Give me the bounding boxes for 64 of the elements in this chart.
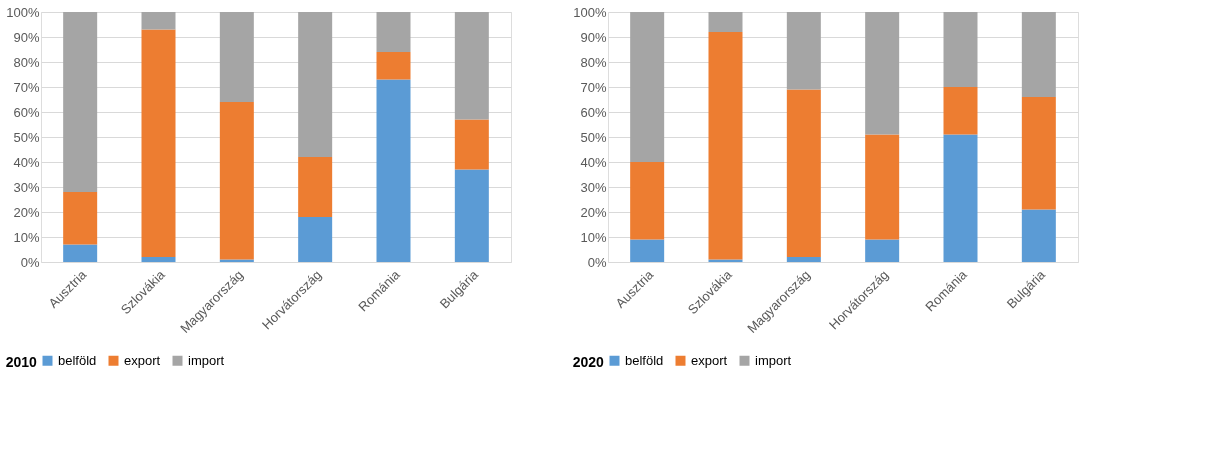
bar (630, 162, 665, 240)
legend-label: belföld (58, 352, 97, 368)
y-tick-label: 30% (580, 179, 607, 195)
y-tick-label: 10% (13, 229, 40, 245)
bar (943, 12, 978, 87)
legend-label: export (124, 352, 161, 368)
y-tick-label: 80% (13, 54, 40, 70)
bar (786, 12, 821, 90)
y-tick-label: 50% (580, 129, 607, 145)
y-tick-label: 60% (13, 104, 40, 120)
bar (63, 244, 98, 262)
bar (943, 134, 978, 262)
bar (298, 12, 333, 157)
bar (630, 12, 665, 162)
bar (376, 12, 411, 52)
y-tick-label: 50% (13, 129, 40, 145)
bar (219, 12, 254, 102)
legend-label: export (691, 352, 728, 368)
y-tick-label: 20% (580, 204, 607, 220)
y-tick-label: 70% (13, 79, 40, 95)
bar (63, 192, 98, 245)
legend-label: import (188, 352, 225, 368)
y-tick-label: 10% (580, 229, 607, 245)
legend-label: belföld (625, 352, 664, 368)
bar (943, 87, 978, 135)
y-tick-label: 90% (580, 29, 607, 45)
y-tick-label: 0% (587, 254, 607, 270)
y-tick-label: 100% (6, 4, 40, 20)
bar (708, 12, 743, 32)
bar (298, 157, 333, 217)
text: 2020 (572, 354, 605, 370)
bar (141, 257, 176, 262)
bar (1021, 209, 1056, 262)
bar (708, 32, 743, 260)
bar (376, 52, 411, 80)
y-tick-label: 80% (580, 54, 607, 70)
text: 2010 (5, 354, 38, 370)
bar (141, 12, 176, 30)
legend-label: import (755, 352, 792, 368)
y-tick-label: 30% (13, 179, 40, 195)
y-tick-label: 40% (580, 154, 607, 170)
y-tick-label: 40% (13, 154, 40, 170)
bar (376, 79, 411, 262)
bar (141, 29, 176, 257)
y-tick-label: 90% (13, 29, 40, 45)
bar (454, 12, 489, 120)
bar (865, 239, 900, 262)
y-tick-label: 100% (573, 4, 607, 20)
bar (786, 257, 821, 262)
bar (1021, 12, 1056, 97)
bar (865, 12, 900, 135)
bar (1021, 97, 1056, 210)
bar (298, 217, 333, 262)
bar (454, 119, 489, 170)
y-tick-label: 60% (580, 104, 607, 120)
bar (786, 89, 821, 257)
y-tick-label: 0% (20, 254, 40, 270)
y-tick-label: 20% (13, 204, 40, 220)
bar (630, 239, 665, 262)
y-tick-label: 70% (580, 79, 607, 95)
bar (219, 102, 254, 260)
bar (63, 12, 98, 192)
bar (865, 134, 900, 240)
bar (454, 169, 489, 262)
